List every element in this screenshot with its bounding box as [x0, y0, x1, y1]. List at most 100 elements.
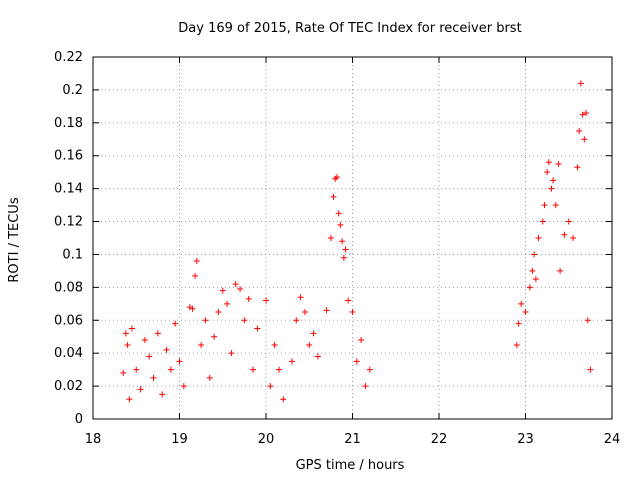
data-point [137, 386, 144, 393]
data-point [522, 309, 529, 316]
data-point [339, 238, 346, 245]
data-point [163, 346, 170, 353]
data-point [301, 309, 308, 316]
data-point [535, 235, 542, 241]
data-point [323, 307, 330, 314]
data-point [340, 254, 347, 261]
data-point [574, 164, 581, 171]
data-point [310, 330, 317, 337]
data-point [565, 218, 572, 225]
data-point [159, 391, 166, 398]
data-point [353, 358, 360, 365]
x-tick-label: 18 [85, 432, 102, 447]
data-point [539, 218, 546, 225]
data-point [192, 272, 199, 279]
data-point [250, 366, 257, 373]
data-point [581, 136, 588, 143]
data-point [345, 297, 352, 304]
data-point [557, 267, 564, 274]
data-point [541, 202, 548, 209]
tick-layer: 0 0.02 0.04 0.06 0.08 0.1 0.12 0.14 0.16 0.18 0.2 0… [54, 50, 620, 447]
y-tick-label: 0.04 [54, 346, 83, 361]
data-point [245, 295, 252, 302]
data-point [141, 337, 148, 344]
data-point [189, 305, 196, 312]
data-point [561, 231, 568, 238]
data-point [146, 353, 153, 360]
data-point [126, 396, 133, 403]
x-tick-label: 19 [171, 432, 188, 447]
data-point [335, 210, 342, 217]
y-tick-label: 0.02 [54, 379, 83, 394]
data-point [587, 366, 594, 373]
data-point [120, 369, 127, 376]
data-point [267, 383, 274, 390]
data-point [228, 350, 235, 357]
data-point [172, 320, 179, 327]
data-point [570, 235, 577, 241]
data-point [254, 325, 261, 332]
data-point [211, 333, 218, 340]
x-tick-label: 21 [344, 432, 361, 447]
data-point [342, 246, 349, 253]
y-tick-label: 0.1 [62, 247, 83, 262]
data-point [333, 174, 340, 181]
data-point [532, 276, 539, 283]
data-point [337, 221, 344, 228]
data-point [576, 128, 583, 135]
data-point [349, 309, 356, 316]
data-point [545, 159, 552, 166]
data-point [232, 281, 239, 288]
data-point [544, 169, 551, 176]
data-point [224, 300, 231, 307]
data-point [193, 258, 200, 265]
data-point [362, 383, 369, 390]
data-point [133, 366, 140, 373]
data-point [202, 317, 209, 324]
data-point [241, 317, 248, 324]
data-point [275, 366, 282, 373]
data-point [358, 337, 365, 344]
data-point [124, 341, 131, 348]
x-axis-label: GPS time / hours [296, 458, 405, 473]
y-tick-label: 0.06 [54, 313, 83, 328]
data-point [215, 309, 222, 316]
data-point [552, 202, 559, 209]
data-point [548, 185, 555, 192]
data-point [531, 251, 538, 258]
data-point [280, 396, 287, 403]
y-tick-label: 0.08 [54, 280, 83, 295]
data-point [293, 317, 300, 324]
data-point [518, 300, 525, 307]
data-point [579, 111, 586, 118]
x-tick-label: 24 [604, 432, 621, 447]
data-point [219, 287, 226, 294]
y-axis-label: ROTI / TECUs [7, 197, 22, 282]
data-point [237, 286, 244, 293]
y-tick-label: 0.14 [54, 182, 83, 197]
data-point [366, 366, 373, 373]
data-point [180, 383, 187, 390]
data-point [167, 366, 174, 373]
y-tick-label: 0.18 [54, 116, 83, 131]
x-tick-label: 20 [258, 432, 275, 447]
data-point [515, 320, 522, 327]
data-point [583, 109, 590, 116]
y-tick-label: 0.2 [62, 83, 83, 98]
data-point [513, 341, 520, 348]
data-point [128, 325, 135, 332]
data-point [122, 330, 129, 337]
data-point [577, 80, 584, 87]
chart-title: Day 169 of 2015, Rate Of TEC Index for r… [178, 21, 521, 36]
data-point [330, 193, 337, 200]
data-point [529, 267, 536, 274]
grid-layer [93, 57, 612, 419]
x-tick-label: 22 [431, 432, 448, 447]
data-point [297, 294, 304, 301]
data-point [150, 374, 157, 381]
data-point [198, 341, 205, 348]
y-tick-label: 0.12 [54, 215, 83, 230]
data-point [314, 353, 321, 360]
data-point [271, 341, 278, 348]
